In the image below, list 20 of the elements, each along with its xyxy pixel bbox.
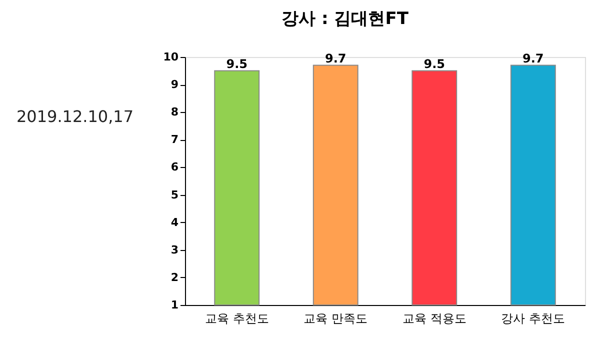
y-tick-label: 10 bbox=[163, 50, 179, 64]
data-label: 9.7 bbox=[522, 51, 544, 66]
chart-title: 강사 : 김대현FT bbox=[282, 9, 409, 29]
x-tick-label: 교육 만족도 bbox=[304, 312, 368, 326]
y-tick-label: 6 bbox=[170, 160, 179, 174]
x-tick-label: 교육 추천도 bbox=[204, 312, 269, 326]
y-tick-label: 4 bbox=[170, 216, 179, 229]
data-label: 9.7 bbox=[324, 51, 346, 66]
y-tick-label: 7 bbox=[170, 133, 178, 146]
text: 2019.12.10,17 bbox=[16, 107, 134, 126]
x-tick-label: 교육 적용도 bbox=[402, 312, 466, 326]
data-label: 9.5 bbox=[226, 56, 248, 71]
x-tick-label: 강사 추천도 bbox=[501, 312, 566, 326]
y-tick-label: 5 bbox=[170, 188, 178, 202]
data-label: 9.5 bbox=[424, 56, 446, 71]
y-tick-label: 1 bbox=[170, 298, 178, 312]
y-tick-label: 3 bbox=[170, 243, 178, 256]
y-tick-label: 9 bbox=[170, 78, 178, 92]
y-tick-label: 8 bbox=[170, 106, 178, 119]
y-tick-label: 2 bbox=[170, 270, 178, 284]
